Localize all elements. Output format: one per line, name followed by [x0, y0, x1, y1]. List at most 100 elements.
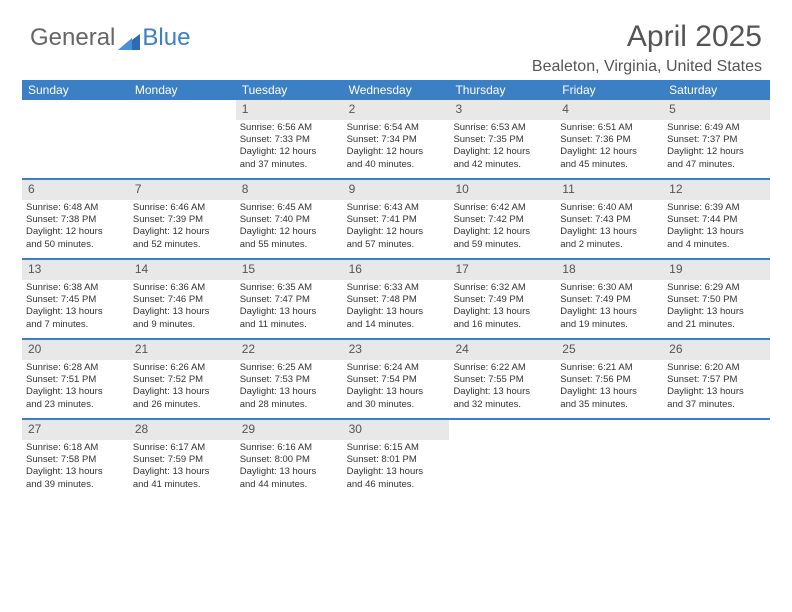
day-info: Sunrise: 6:20 AMSunset: 7:57 PMDaylight:…	[663, 360, 770, 415]
daylight1-text: Daylight: 13 hours	[240, 466, 339, 478]
calendar-cell: 29Sunrise: 6:16 AMSunset: 8:00 PMDayligh…	[236, 420, 343, 498]
daylight2-text: and 28 minutes.	[240, 399, 339, 411]
sunrise-text: Sunrise: 6:25 AM	[240, 362, 339, 374]
daylight1-text: Daylight: 12 hours	[240, 146, 339, 158]
calendar-week: 20Sunrise: 6:28 AMSunset: 7:51 PMDayligh…	[22, 338, 770, 418]
calendar-cell: 24Sunrise: 6:22 AMSunset: 7:55 PMDayligh…	[449, 340, 556, 418]
calendar-cell: 7Sunrise: 6:46 AMSunset: 7:39 PMDaylight…	[129, 180, 236, 258]
day-number: 16	[343, 260, 450, 280]
location-label: Bealeton, Virginia, United States	[532, 58, 762, 76]
day-info: Sunrise: 6:25 AMSunset: 7:53 PMDaylight:…	[236, 360, 343, 415]
calendar-cell: 8Sunrise: 6:45 AMSunset: 7:40 PMDaylight…	[236, 180, 343, 258]
daylight1-text: Daylight: 13 hours	[26, 466, 125, 478]
calendar-week: 27Sunrise: 6:18 AMSunset: 7:58 PMDayligh…	[22, 418, 770, 498]
day-info: Sunrise: 6:32 AMSunset: 7:49 PMDaylight:…	[449, 280, 556, 335]
calendar-cell: 19Sunrise: 6:29 AMSunset: 7:50 PMDayligh…	[663, 260, 770, 338]
day-info: Sunrise: 6:29 AMSunset: 7:50 PMDaylight:…	[663, 280, 770, 335]
day-info: Sunrise: 6:18 AMSunset: 7:58 PMDaylight:…	[22, 440, 129, 495]
daylight1-text: Daylight: 13 hours	[133, 306, 232, 318]
day-info: Sunrise: 6:53 AMSunset: 7:35 PMDaylight:…	[449, 120, 556, 175]
daylight2-text: and 41 minutes.	[133, 479, 232, 491]
sunset-text: Sunset: 7:51 PM	[26, 374, 125, 386]
day-header: Sunday	[22, 80, 129, 100]
header-right: April 2025 Bealeton, Virginia, United St…	[532, 20, 762, 76]
daylight1-text: Daylight: 12 hours	[453, 226, 552, 238]
sunset-text: Sunset: 7:57 PM	[667, 374, 766, 386]
daylight2-text: and 9 minutes.	[133, 319, 232, 331]
day-number: 19	[663, 260, 770, 280]
day-number: 25	[556, 340, 663, 360]
calendar-cell: 17Sunrise: 6:32 AMSunset: 7:49 PMDayligh…	[449, 260, 556, 338]
daylight1-text: Daylight: 12 hours	[347, 226, 446, 238]
calendar-cell	[663, 420, 770, 498]
day-info: Sunrise: 6:28 AMSunset: 7:51 PMDaylight:…	[22, 360, 129, 415]
sunrise-text: Sunrise: 6:24 AM	[347, 362, 446, 374]
calendar-cell: 15Sunrise: 6:35 AMSunset: 7:47 PMDayligh…	[236, 260, 343, 338]
day-number: 1	[236, 100, 343, 120]
sunrise-text: Sunrise: 6:32 AM	[453, 282, 552, 294]
day-info: Sunrise: 6:39 AMSunset: 7:44 PMDaylight:…	[663, 200, 770, 255]
brand-logo: General Blue	[30, 24, 190, 52]
day-info: Sunrise: 6:45 AMSunset: 7:40 PMDaylight:…	[236, 200, 343, 255]
sunset-text: Sunset: 7:47 PM	[240, 294, 339, 306]
daylight2-text: and 2 minutes.	[560, 239, 659, 251]
day-number: 15	[236, 260, 343, 280]
calendar-cell: 5Sunrise: 6:49 AMSunset: 7:37 PMDaylight…	[663, 100, 770, 178]
day-number: 26	[663, 340, 770, 360]
day-number: 5	[663, 100, 770, 120]
calendar-cell: 20Sunrise: 6:28 AMSunset: 7:51 PMDayligh…	[22, 340, 129, 418]
daylight2-text: and 32 minutes.	[453, 399, 552, 411]
daylight2-text: and 39 minutes.	[26, 479, 125, 491]
daylight2-text: and 35 minutes.	[560, 399, 659, 411]
sunrise-text: Sunrise: 6:39 AM	[667, 202, 766, 214]
sunset-text: Sunset: 7:56 PM	[560, 374, 659, 386]
sunrise-text: Sunrise: 6:49 AM	[667, 122, 766, 134]
day-number: 24	[449, 340, 556, 360]
daylight1-text: Daylight: 13 hours	[347, 466, 446, 478]
day-number: 11	[556, 180, 663, 200]
day-info: Sunrise: 6:15 AMSunset: 8:01 PMDaylight:…	[343, 440, 450, 495]
sunrise-text: Sunrise: 6:53 AM	[453, 122, 552, 134]
sunrise-text: Sunrise: 6:51 AM	[560, 122, 659, 134]
daylight1-text: Daylight: 13 hours	[667, 306, 766, 318]
daylight1-text: Daylight: 12 hours	[560, 146, 659, 158]
day-info: Sunrise: 6:30 AMSunset: 7:49 PMDaylight:…	[556, 280, 663, 335]
day-number: 29	[236, 420, 343, 440]
daylight2-text: and 16 minutes.	[453, 319, 552, 331]
daylight1-text: Daylight: 12 hours	[347, 146, 446, 158]
brand-triangle-icon	[118, 29, 140, 47]
daylight1-text: Daylight: 13 hours	[667, 226, 766, 238]
brand-part1: General	[30, 24, 115, 52]
calendar-cell: 25Sunrise: 6:21 AMSunset: 7:56 PMDayligh…	[556, 340, 663, 418]
daylight1-text: Daylight: 13 hours	[133, 386, 232, 398]
daylight1-text: Daylight: 13 hours	[667, 386, 766, 398]
sunset-text: Sunset: 7:33 PM	[240, 134, 339, 146]
daylight2-text: and 47 minutes.	[667, 159, 766, 171]
day-number: 28	[129, 420, 236, 440]
day-info: Sunrise: 6:16 AMSunset: 8:00 PMDaylight:…	[236, 440, 343, 495]
daylight1-text: Daylight: 13 hours	[347, 306, 446, 318]
calendar-cell: 16Sunrise: 6:33 AMSunset: 7:48 PMDayligh…	[343, 260, 450, 338]
sunrise-text: Sunrise: 6:36 AM	[133, 282, 232, 294]
day-number: 10	[449, 180, 556, 200]
daylight1-text: Daylight: 12 hours	[240, 226, 339, 238]
day-info: Sunrise: 6:17 AMSunset: 7:59 PMDaylight:…	[129, 440, 236, 495]
calendar-cell: 22Sunrise: 6:25 AMSunset: 7:53 PMDayligh…	[236, 340, 343, 418]
day-number: 30	[343, 420, 450, 440]
calendar-cell: 21Sunrise: 6:26 AMSunset: 7:52 PMDayligh…	[129, 340, 236, 418]
day-info: Sunrise: 6:48 AMSunset: 7:38 PMDaylight:…	[22, 200, 129, 255]
daylight1-text: Daylight: 12 hours	[453, 146, 552, 158]
sunrise-text: Sunrise: 6:42 AM	[453, 202, 552, 214]
sunrise-text: Sunrise: 6:30 AM	[560, 282, 659, 294]
daylight2-text: and 57 minutes.	[347, 239, 446, 251]
weeks-container: 1Sunrise: 6:56 AMSunset: 7:33 PMDaylight…	[22, 100, 770, 498]
sunrise-text: Sunrise: 6:29 AM	[667, 282, 766, 294]
sunrise-text: Sunrise: 6:40 AM	[560, 202, 659, 214]
sunset-text: Sunset: 7:58 PM	[26, 454, 125, 466]
brand-part2: Blue	[142, 24, 190, 52]
daylight2-text: and 52 minutes.	[133, 239, 232, 251]
day-info: Sunrise: 6:35 AMSunset: 7:47 PMDaylight:…	[236, 280, 343, 335]
page-title: April 2025	[532, 20, 762, 54]
day-info: Sunrise: 6:42 AMSunset: 7:42 PMDaylight:…	[449, 200, 556, 255]
sunset-text: Sunset: 7:37 PM	[667, 134, 766, 146]
